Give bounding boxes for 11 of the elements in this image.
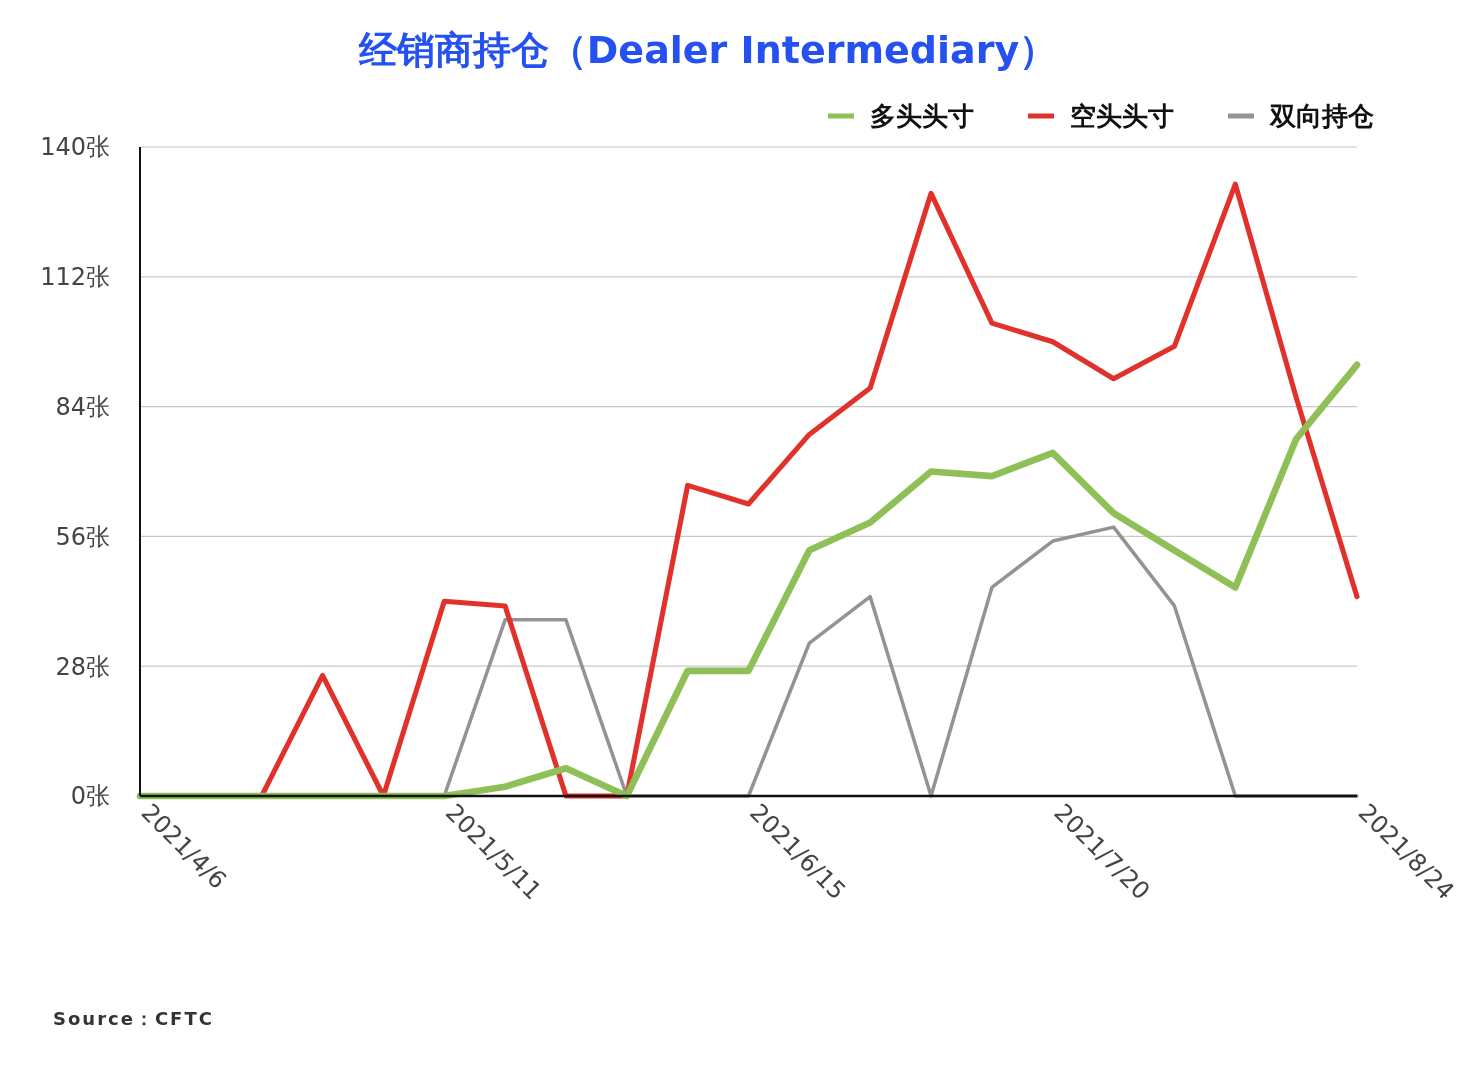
legend-label: 多头头寸 xyxy=(870,101,974,132)
y-tick-label: 0张 xyxy=(70,782,110,811)
y-tick-label: 56张 xyxy=(55,522,110,551)
legend-label: 双向持仓 xyxy=(1269,101,1374,132)
y-tick-label: 112张 xyxy=(40,263,110,292)
y-tick-label: 28张 xyxy=(55,652,110,681)
y-tick-label: 84张 xyxy=(55,393,110,421)
chart-title: 经销商持仓（Dealer Intermediary） xyxy=(357,28,1058,72)
source-note: Source：CFTC xyxy=(53,1008,214,1029)
y-tick-label: 140张 xyxy=(40,133,110,162)
legend-label: 空头头寸 xyxy=(1070,101,1174,132)
